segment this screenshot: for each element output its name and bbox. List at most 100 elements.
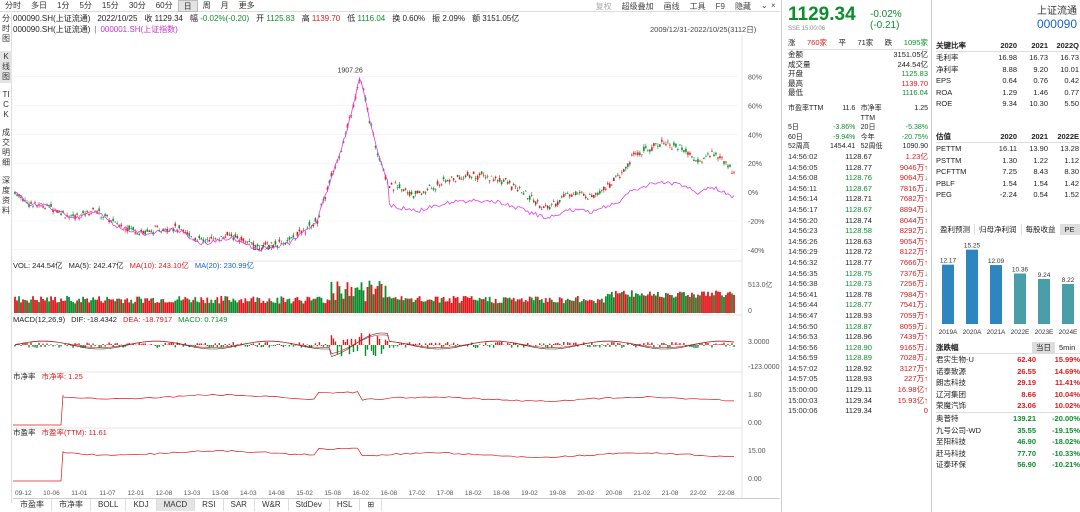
- candle-body: [250, 242, 253, 243]
- left-tab[interactable]: 成交明细: [0, 127, 12, 169]
- candle-body: [498, 178, 501, 182]
- vol-label: VOL: 244.54亿: [13, 261, 63, 270]
- metric-value: 0.42: [1064, 76, 1079, 85]
- chart-area[interactable]: 80% 60% 40% 20% 0% -20% -40% 1907.26 807.47 513.0…: [13, 35, 780, 498]
- timeframe-tab[interactable]: 更多: [238, 0, 255, 10]
- volume-bar: [154, 302, 157, 313]
- legend-series-1[interactable]: 000090.SH(上证流通): [13, 25, 91, 34]
- timeframe-tab[interactable]: 周: [202, 0, 211, 10]
- volume-bar: [683, 291, 685, 313]
- mover-row[interactable]: 证泰环保 56.90 -10.21%: [936, 459, 1080, 471]
- close-icon[interactable]: ×: [771, 1, 776, 10]
- indicator-tab[interactable]: 市盈率: [13, 499, 52, 511]
- profit-tab[interactable]: 每股收益: [1022, 224, 1061, 235]
- candle-body: [184, 231, 187, 233]
- profit-tab[interactable]: 盈利预测: [936, 224, 975, 235]
- volume-bar: [312, 298, 315, 313]
- metric-value: 13.28: [1060, 144, 1079, 153]
- left-tab[interactable]: K线图: [0, 51, 12, 83]
- volume-bar: [462, 296, 465, 313]
- candle-body: [603, 186, 605, 190]
- toolbar-item[interactable]: 隐藏: [735, 1, 751, 11]
- volume-bar: [290, 303, 293, 313]
- left-tab[interactable]: TICK: [0, 89, 12, 121]
- toolbar-item[interactable]: 超级叠加: [621, 1, 654, 11]
- macd-bar: [90, 345, 92, 348]
- volume-bar: [398, 299, 401, 313]
- timeframe-tab[interactable]: 日: [177, 0, 198, 12]
- macd-bar: [496, 342, 499, 345]
- macd-bar: [60, 345, 62, 347]
- timeframe-tab[interactable]: 多日: [31, 0, 47, 10]
- trade-list[interactable]: 14:56:02 1128.67 1.23亿 14:56:05 1128.77 9046万…: [788, 152, 928, 417]
- volume-bar: [448, 298, 451, 313]
- macd-bar: [639, 343, 641, 345]
- indicator-tab[interactable]: RSI: [195, 499, 224, 511]
- mover-row[interactable]: 奥普特 139.21 -20.00%: [936, 413, 1080, 425]
- mover-row[interactable]: 君实生物-U 62.40 15.99%: [936, 354, 1080, 366]
- timeframe-tab[interactable]: 60分: [155, 0, 173, 10]
- candle-body: [544, 205, 547, 207]
- toolbar-item[interactable]: F9: [715, 1, 725, 11]
- timeframe-tab[interactable]: 1分: [57, 0, 70, 10]
- profit-tab[interactable]: PE: [1060, 224, 1080, 235]
- movers-tab[interactable]: 5min: [1059, 343, 1076, 352]
- candle-body: [508, 180, 511, 183]
- candle-body: [144, 230, 146, 235]
- toolbar-item[interactable]: 画线: [663, 1, 680, 11]
- indicator-tab[interactable]: BOLL: [91, 499, 127, 511]
- indicator-tab[interactable]: MACD: [156, 499, 196, 511]
- date-range[interactable]: 2009/12/31-2022/10/25(3112日): [650, 25, 757, 34]
- timeframe-tab[interactable]: 15分: [101, 0, 119, 10]
- candle-body: [346, 124, 349, 128]
- timeframe-tab[interactable]: 月: [220, 0, 229, 10]
- candle-body: [82, 211, 84, 214]
- candle-body: [458, 177, 461, 180]
- movers-tab[interactable]: 当日: [1032, 342, 1055, 353]
- x-tick-label: 16-02: [352, 490, 369, 497]
- pb-label: 市净率: [13, 372, 36, 381]
- mover-row[interactable]: 辽河集团 8.66 10.04%: [936, 389, 1080, 401]
- macd-bar: [210, 345, 212, 347]
- left-tab[interactable]: 分时图: [0, 13, 12, 45]
- legend-series-2[interactable]: 000001.SH(上证指数): [100, 25, 178, 34]
- candle-body: [428, 185, 431, 186]
- indicator-tab[interactable]: 市净率: [52, 499, 91, 511]
- indicator-tab[interactable]: W&R: [255, 499, 289, 511]
- mover-row[interactable]: 朗志科技 29.19 11.41%: [936, 377, 1080, 389]
- mover-row[interactable]: 至阳科技 46.90 -18.02%: [936, 436, 1080, 448]
- profit-tab[interactable]: 归母净利润: [975, 224, 1022, 235]
- indicator-tab[interactable]: SAR: [224, 499, 255, 511]
- macd-bar: [36, 345, 38, 348]
- indicator-tab[interactable]: ⊞: [360, 499, 383, 511]
- mover-row[interactable]: 九号公司-WD 35.55 -19.15%: [936, 425, 1080, 437]
- trade-time: 14:56:56: [788, 342, 818, 352]
- indicator-tab[interactable]: KDJ: [126, 499, 157, 511]
- mover-row[interactable]: 诺泰致源 26.55 14.69%: [936, 366, 1080, 378]
- macd-bar: [484, 342, 487, 345]
- candle-body: [582, 194, 585, 196]
- volume-bar: [640, 293, 643, 313]
- candle-body: [334, 166, 337, 168]
- mover-row[interactable]: 荣魔汽饰 23.06 10.02%: [936, 400, 1080, 413]
- candle-body: [120, 224, 122, 227]
- mover-row[interactable]: 赶马科技 77.70 -10.33%: [936, 448, 1080, 460]
- mover-change: -20.00%: [1052, 413, 1080, 423]
- chevron-down-icon[interactable]: ⌄: [761, 1, 768, 10]
- timeframe-tab[interactable]: 分时: [5, 0, 21, 10]
- toolbar-item[interactable]: 复权: [595, 1, 612, 11]
- toolbar-item[interactable]: 工具: [689, 1, 706, 11]
- flat-count: 71家: [857, 38, 874, 47]
- timeframe-tab[interactable]: 5分: [79, 0, 92, 10]
- macd-bar: [126, 343, 128, 345]
- turnover-value: 0.60%: [402, 14, 426, 23]
- left-tab[interactable]: 深度资料: [0, 175, 12, 217]
- macd-bar: [545, 345, 547, 347]
- timeframe-tab[interactable]: 30分: [128, 0, 146, 10]
- indicator-tab[interactable]: StdDev: [289, 499, 330, 511]
- candle-body: [270, 242, 273, 244]
- macd-bar: [322, 345, 325, 347]
- indicator-tab[interactable]: HSL: [330, 499, 361, 511]
- macd-bar: [551, 345, 553, 348]
- volume-bar: [566, 298, 569, 313]
